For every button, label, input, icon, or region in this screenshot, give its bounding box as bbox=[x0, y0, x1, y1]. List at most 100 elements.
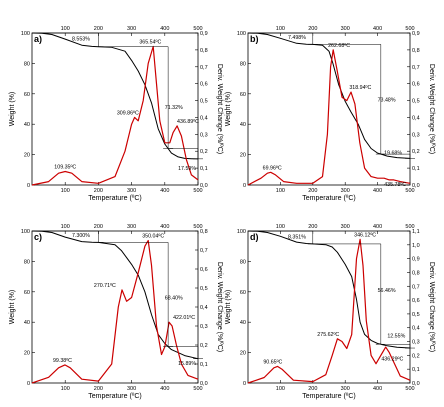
chart-panel-b: 100 100 200 200 300 300 400 400 500 500 0 20 40 60 80 1… bbox=[225, 26, 435, 202]
y-tick-label: 100 bbox=[237, 229, 246, 235]
mass-loss-label: 71.32% bbox=[165, 105, 183, 111]
x-tick-label: 300 bbox=[127, 188, 136, 194]
x-tick-label: 100 bbox=[61, 386, 70, 392]
x-top-tick-label: 400 bbox=[373, 26, 382, 32]
x-top-tick-label: 400 bbox=[373, 224, 382, 230]
y-tick-label: 80 bbox=[24, 259, 30, 265]
peak-temperature-label: 318.94ºC bbox=[349, 85, 371, 91]
x-top-tick-label: 100 bbox=[61, 224, 70, 230]
x-tick-label: 200 bbox=[94, 188, 103, 194]
x-top-tick-label: 300 bbox=[127, 26, 136, 32]
y2-tick-label: 0,2 bbox=[200, 149, 208, 155]
x-axis-title: Temperature (ºC) bbox=[88, 393, 142, 400]
y-tick-label: 40 bbox=[240, 122, 246, 128]
x-tick-label: 300 bbox=[341, 386, 350, 392]
y-tick-label: 20 bbox=[240, 153, 246, 159]
y-axis-title: Weight (%) bbox=[225, 92, 232, 127]
peak-temperature-label: 422.01ºC bbox=[173, 315, 195, 321]
derivative-curve bbox=[31, 239, 199, 384]
x-top-tick-label: 100 bbox=[276, 224, 285, 230]
mass-loss-label: 12.55% bbox=[387, 333, 405, 339]
y2-tick-label: 0,0 bbox=[200, 381, 208, 387]
y2-tick-label: 0,7 bbox=[200, 65, 208, 71]
x-top-tick-label: 300 bbox=[341, 26, 350, 32]
x-tick-label: 300 bbox=[127, 386, 136, 392]
x-top-tick-label: 200 bbox=[94, 224, 103, 230]
y2-tick-label: 0,8 bbox=[412, 270, 420, 276]
y-tick-label: 40 bbox=[24, 320, 30, 326]
x-top-tick-label: 300 bbox=[341, 224, 350, 230]
y2-tick-label: 0,0 bbox=[200, 183, 208, 189]
y2-tick-label: 0,1 bbox=[412, 367, 420, 373]
derivative-curve bbox=[31, 45, 199, 186]
y2-tick-label: 0,3 bbox=[412, 132, 420, 138]
peak-temperature-label: 270.71ºC bbox=[94, 283, 116, 289]
panel-label: a) bbox=[34, 34, 42, 44]
y2-axis-title: Deriv. Weight Change (%/ºC) bbox=[216, 64, 223, 154]
y-tick-label: 60 bbox=[24, 290, 30, 296]
y2-tick-label: 0,7 bbox=[412, 284, 420, 290]
x-top-tick-label: 500 bbox=[193, 26, 202, 32]
y2-tick-label: 0,7 bbox=[412, 65, 420, 71]
x-top-tick-label: 300 bbox=[127, 224, 136, 230]
x-tick-label: 500 bbox=[405, 188, 414, 194]
y-tick-label: 100 bbox=[237, 31, 246, 37]
peak-temperature-label: 436.29ºC bbox=[381, 357, 403, 363]
panel-label: c) bbox=[34, 232, 42, 242]
x-top-tick-label: 200 bbox=[94, 26, 103, 32]
y2-tick-label: 0,4 bbox=[412, 115, 420, 121]
y-axis-title: Weight (%) bbox=[9, 290, 16, 325]
y-tick-label: 0 bbox=[27, 381, 30, 387]
y2-tick-label: 0,4 bbox=[200, 305, 208, 311]
peak-temperature-label: 350.04ºC bbox=[142, 234, 164, 240]
peak-temperature-label: 365.54ºC bbox=[139, 40, 161, 46]
y2-tick-label: 0,4 bbox=[412, 326, 420, 332]
derivative-curve bbox=[247, 238, 411, 384]
mass-loss-label: 15.89% bbox=[178, 361, 196, 367]
x-tick-label: 200 bbox=[308, 188, 317, 194]
chart-panel-a: 100 100 200 200 300 300 400 400 500 500 0 20 40 60 80 1… bbox=[9, 26, 223, 202]
peak-temperature-label: 436.89ºC bbox=[177, 119, 199, 125]
x-top-tick-label: 400 bbox=[160, 224, 169, 230]
peak-temperature-label: 99.38ºC bbox=[53, 358, 72, 364]
y2-tick-label: 0,6 bbox=[200, 82, 208, 88]
x-top-tick-label: 500 bbox=[193, 224, 202, 230]
y2-tick-label: 0,9 bbox=[412, 257, 420, 263]
x-axis-title: Temperature (ºC) bbox=[302, 195, 356, 202]
x-top-tick-label: 100 bbox=[276, 26, 285, 32]
y-tick-label: 60 bbox=[240, 92, 246, 98]
peak-temperature-label: 435.78ºC bbox=[384, 182, 406, 188]
x-tick-label: 300 bbox=[341, 188, 350, 194]
x-tick-label: 400 bbox=[373, 188, 382, 194]
x-tick-label: 100 bbox=[61, 188, 70, 194]
y2-tick-label: 0,0 bbox=[412, 381, 420, 387]
y2-tick-label: 0,3 bbox=[200, 132, 208, 138]
y2-tick-label: 0,1 bbox=[200, 166, 208, 172]
y2-tick-label: 0,8 bbox=[200, 229, 208, 235]
y2-axis-title: Deriv. Weight Change (%/ºC) bbox=[428, 262, 435, 352]
x-tick-label: 200 bbox=[308, 386, 317, 392]
y-tick-label: 80 bbox=[240, 61, 246, 67]
y2-tick-label: 0,6 bbox=[412, 298, 420, 304]
weight-curve bbox=[31, 32, 199, 160]
y2-tick-label: 0,9 bbox=[412, 31, 420, 37]
chart-panel-c: 100 100 200 200 300 300 400 400 500 500 0 20 40 60 80 1… bbox=[9, 224, 223, 400]
y2-tick-label: 1,0 bbox=[412, 243, 420, 249]
y2-axis-title: Deriv. Weight Change (%/ºC) bbox=[428, 64, 435, 154]
x-axis-title: Temperature (ºC) bbox=[302, 393, 356, 400]
y-tick-label: 80 bbox=[24, 61, 30, 67]
weight-curve bbox=[31, 230, 199, 360]
y2-tick-label: 0,8 bbox=[200, 48, 208, 54]
x-tick-label: 500 bbox=[405, 386, 414, 392]
y-tick-label: 80 bbox=[240, 259, 246, 265]
weight-curve bbox=[247, 230, 411, 349]
y2-tick-label: 1,1 bbox=[412, 229, 420, 235]
mass-loss-label: 8.351% bbox=[288, 235, 306, 241]
y2-tick-label: 0,5 bbox=[200, 99, 208, 105]
mass-loss-label: 17.59% bbox=[178, 166, 196, 172]
y2-tick-label: 0,5 bbox=[412, 99, 420, 105]
mass-loss-label: 73.48% bbox=[378, 97, 396, 103]
y-tick-label: 20 bbox=[24, 153, 30, 159]
x-tick-label: 400 bbox=[160, 386, 169, 392]
